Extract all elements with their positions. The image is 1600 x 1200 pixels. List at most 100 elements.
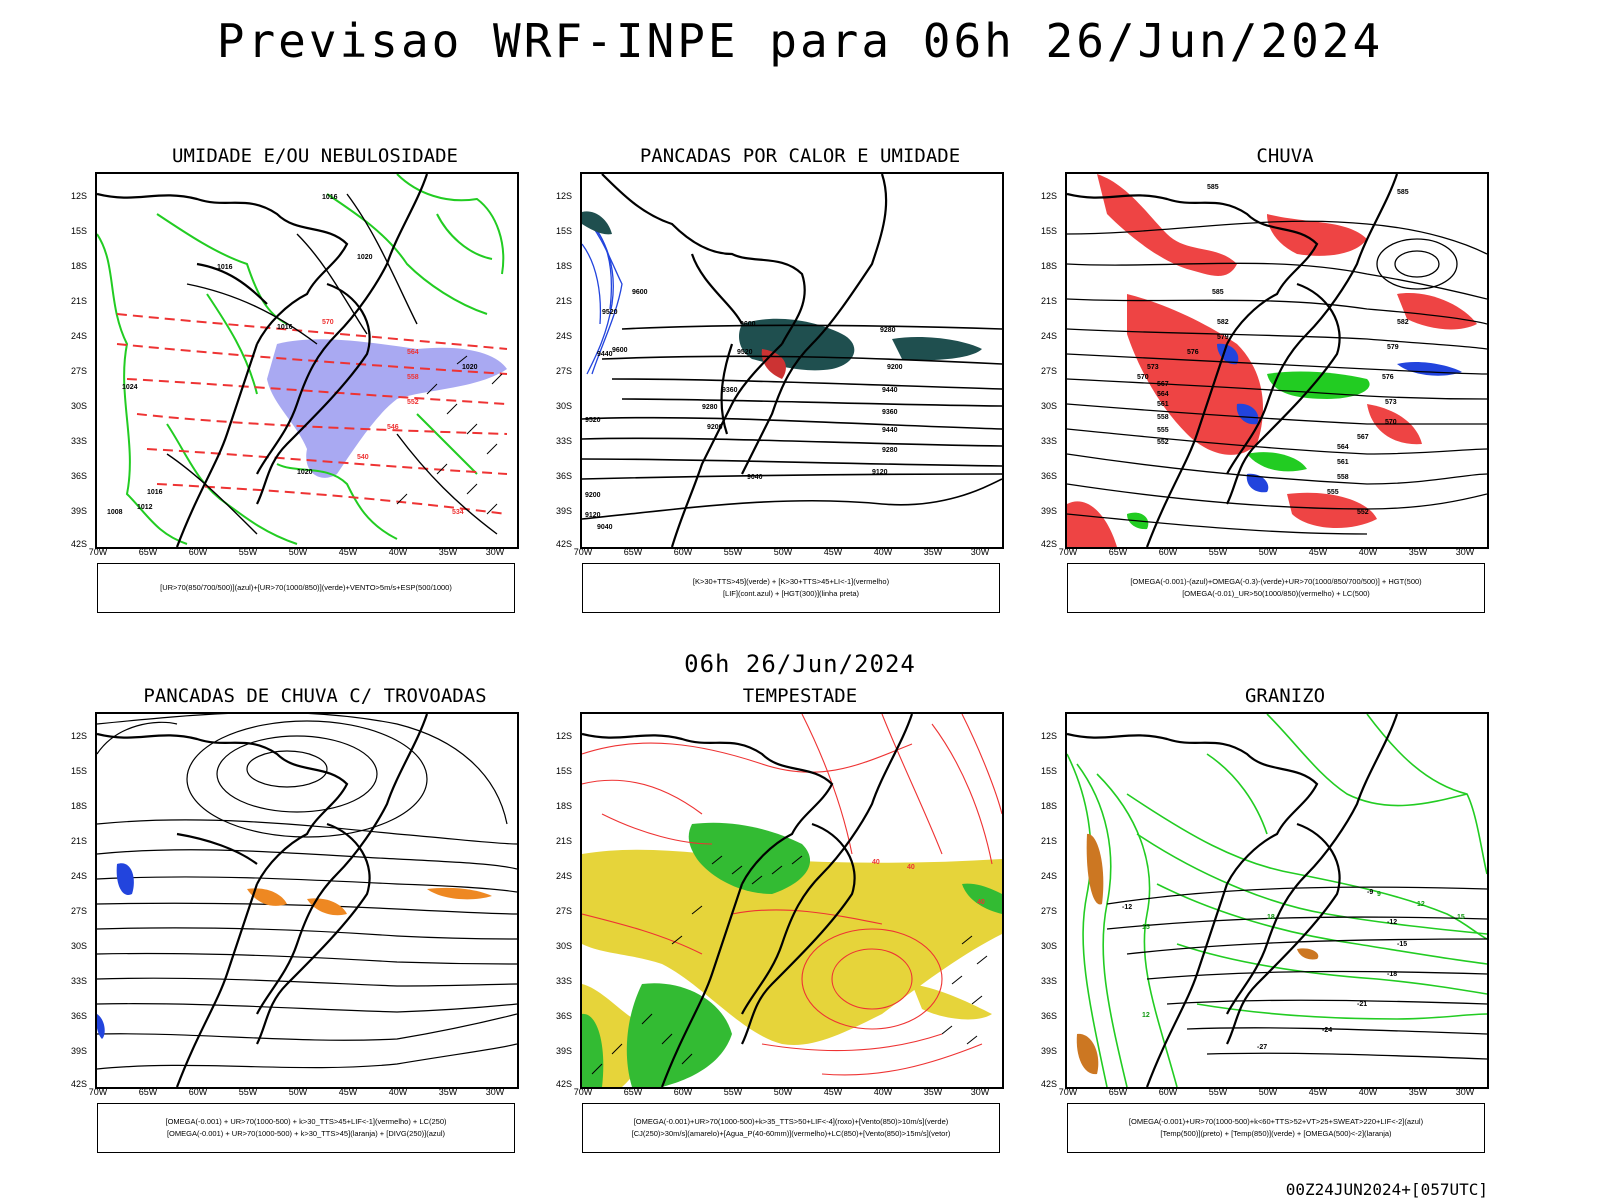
- contour-labels: -9 -12 -12 -15 -18 -21 -24 -27 12 15 18 …: [1122, 889, 1465, 1051]
- lat-label: 15S: [70, 766, 87, 776]
- lon-label: 45W: [1308, 547, 1328, 557]
- legend-text: [OMEGA(-0.001) + UR>70(1000-500) + k>30_…: [166, 1129, 446, 1138]
- lat-label: 12S: [1040, 731, 1057, 741]
- svg-text:573: 573: [1385, 399, 1397, 406]
- svg-text:579: 579: [1217, 334, 1229, 341]
- lat-label: 39S: [70, 506, 87, 516]
- map-chuva: 585 585 582 579 576 573 570 567 564 561 …: [1065, 172, 1489, 549]
- lon-label: 60W: [1158, 1087, 1178, 1097]
- lon-label: 65W: [1108, 1087, 1128, 1097]
- lon-label: 45W: [1308, 1087, 1328, 1097]
- lat-label: 12S: [555, 731, 572, 741]
- svg-text:552: 552: [1357, 509, 1369, 516]
- svg-text:564: 564: [1157, 391, 1169, 398]
- legend-text: [OMEGA(-0.001)+UR>70(1000-500)+k<60+TTS>…: [1128, 1117, 1424, 1126]
- svg-text:9600: 9600: [632, 289, 648, 296]
- lon-label: 55W: [1208, 547, 1228, 557]
- svg-text:9360: 9360: [882, 409, 898, 416]
- country-borders: [601, 174, 888, 547]
- lat-label: 42S: [1040, 1079, 1057, 1089]
- lon-label: 40W: [388, 547, 408, 557]
- svg-text:-18: -18: [1387, 971, 1397, 978]
- lat-label: 36S: [555, 1011, 572, 1021]
- svg-text:-27: -27: [1257, 1044, 1267, 1051]
- legend-text: [OMEGA(-0.01)_UR>50(1000/850)(vermelho) …: [1182, 589, 1370, 598]
- svg-text:9040: 9040: [747, 474, 763, 481]
- lat-label: 36S: [555, 471, 572, 481]
- svg-text:9440: 9440: [882, 387, 898, 394]
- lon-label: 60W: [188, 1087, 208, 1097]
- svg-text:9360: 9360: [722, 387, 738, 394]
- svg-text:12: 12: [1417, 901, 1425, 908]
- svg-text:-12: -12: [1387, 919, 1397, 926]
- pressure-black-contours: [166, 193, 498, 535]
- contour-labels: 40 40 40: [872, 859, 985, 906]
- lat-label: 36S: [1040, 471, 1057, 481]
- lon-label: 60W: [1158, 547, 1178, 557]
- lat-label: 33S: [70, 436, 87, 446]
- svg-text:1008: 1008: [107, 509, 123, 516]
- lat-label: 18S: [70, 261, 87, 271]
- lat-label: 33S: [1040, 436, 1057, 446]
- hgt300-black-contours: [582, 324, 1002, 520]
- lat-label: 33S: [555, 976, 572, 986]
- lat-label: 24S: [70, 331, 87, 341]
- map-graphic: 1016 1016 1020 1020 1024 1016 570 564 55…: [97, 174, 508, 547]
- lon-label: 60W: [673, 1087, 693, 1097]
- svg-text:15: 15: [1457, 914, 1465, 921]
- svg-text:570: 570: [322, 319, 334, 326]
- svg-text:9: 9: [1377, 891, 1381, 898]
- svg-text:-15: -15: [1397, 941, 1407, 948]
- svg-text:576: 576: [1187, 349, 1199, 356]
- lat-label: 18S: [1040, 261, 1057, 271]
- orange-area: [247, 887, 492, 916]
- lat-label: 33S: [1040, 976, 1057, 986]
- divg-blue-area: [97, 863, 134, 1039]
- lon-label: 45W: [338, 1087, 358, 1097]
- panel-trovoadas: PANCADAS DE CHUVA C/ TROVOADAS: [71, 685, 555, 1175]
- lon-label: 30W: [1455, 547, 1475, 557]
- svg-text:9600: 9600: [612, 347, 628, 354]
- legend-text: [CJ(250)>30m/s](amarelo)+[Agua_P(40-60mm…: [631, 1129, 951, 1138]
- lon-label: 30W: [485, 1087, 505, 1097]
- svg-text:1016: 1016: [277, 324, 293, 331]
- contour-labels: 1016 1016 1020 1020 1024 1016 570 564 55…: [107, 194, 478, 516]
- lon-label: 50W: [288, 1087, 308, 1097]
- lat-label: 39S: [70, 1046, 87, 1056]
- lon-label: 35W: [1408, 547, 1428, 557]
- legend-text: [OMEGA(-0.001) + UR>70(1000-500) + k>30_…: [165, 1117, 447, 1126]
- lon-label: 70W: [88, 547, 108, 557]
- lat-label: 12S: [555, 191, 572, 201]
- lon-label: 50W: [1258, 1087, 1278, 1097]
- lat-label: 39S: [1040, 506, 1057, 516]
- svg-text:-12: -12: [1122, 904, 1132, 911]
- svg-text:573: 573: [1147, 364, 1159, 371]
- lon-label: 65W: [623, 1087, 643, 1097]
- svg-text:570: 570: [1137, 374, 1149, 381]
- legend-box: [OMEGA(-0.001)+UR>70(1000-500)+k<60+TTS>…: [1067, 1103, 1485, 1153]
- svg-text:9280: 9280: [882, 447, 898, 454]
- svg-text:12: 12: [1142, 1012, 1150, 1019]
- svg-text:9440: 9440: [597, 351, 613, 358]
- lon-label: 40W: [1358, 1087, 1378, 1097]
- lon-label: 30W: [970, 1087, 990, 1097]
- map-granizo: -9 -12 -12 -15 -18 -21 -24 -27 12 15 18 …: [1065, 712, 1489, 1089]
- country-borders: [582, 714, 914, 1087]
- svg-text:1016: 1016: [147, 489, 163, 496]
- lon-label: 50W: [1258, 547, 1278, 557]
- lon-label: 55W: [723, 1087, 743, 1097]
- panel-tempestade: TEMPESTADE: [556, 685, 1040, 1175]
- lat-label: 12S: [1040, 191, 1057, 201]
- country-borders: [97, 714, 429, 1087]
- lon-label: 50W: [773, 1087, 793, 1097]
- lat-label: 27S: [1040, 366, 1057, 376]
- lon-label: 40W: [388, 1087, 408, 1097]
- omega-green-area: [1127, 371, 1370, 530]
- wind-vectors: [396, 355, 503, 515]
- country-borders: [1067, 174, 1399, 547]
- lat-label: 24S: [1040, 331, 1057, 341]
- lat-label: 18S: [555, 801, 572, 811]
- panel-title: UMIDADE E/OU NEBULOSIDADE: [172, 145, 458, 167]
- legend-text: [K>30+TTS>45](verde) + [K>30+TTS>45+LI<-…: [692, 577, 890, 586]
- panel-chuva: CHUVA: [1041, 145, 1525, 635]
